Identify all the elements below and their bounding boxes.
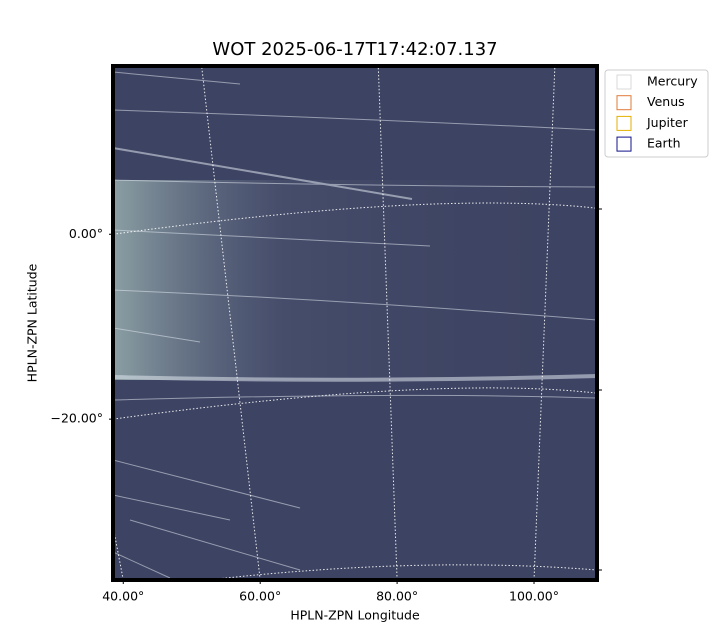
x-tick-label: 40.00° [102,589,144,604]
grid-line [201,65,261,581]
y-axis-label: HPLN-ZPN Latitude [25,263,40,382]
grid-line [112,387,598,420]
legend-label: Jupiter [646,115,689,130]
image-area [113,66,597,580]
y-tick-label: 0.00° [69,226,103,241]
legend-label: Mercury [647,74,698,89]
chart-title: WOT 2025-06-17T17:42:07.137 [212,39,497,60]
x-axis-label: HPLN-ZPN Longitude [290,608,420,623]
legend-swatch [616,95,632,111]
legend-label: Venus [647,94,685,109]
x-tick-label: 80.00° [376,589,418,604]
legend [604,69,709,158]
grid-line [207,564,598,581]
y-tick-label: −20.00° [50,411,103,426]
grid-line [24,65,124,581]
image-border [111,64,599,582]
legend-swatch [616,115,632,131]
legend-label: Earth [647,136,681,151]
x-tick-label: 100.00° [509,589,559,604]
x-tick-label: 60.00° [239,589,281,604]
streaks [113,71,597,579]
legend-swatch [616,136,632,152]
grid-line [112,202,598,235]
legend-swatch [616,74,632,90]
glow [113,180,597,380]
